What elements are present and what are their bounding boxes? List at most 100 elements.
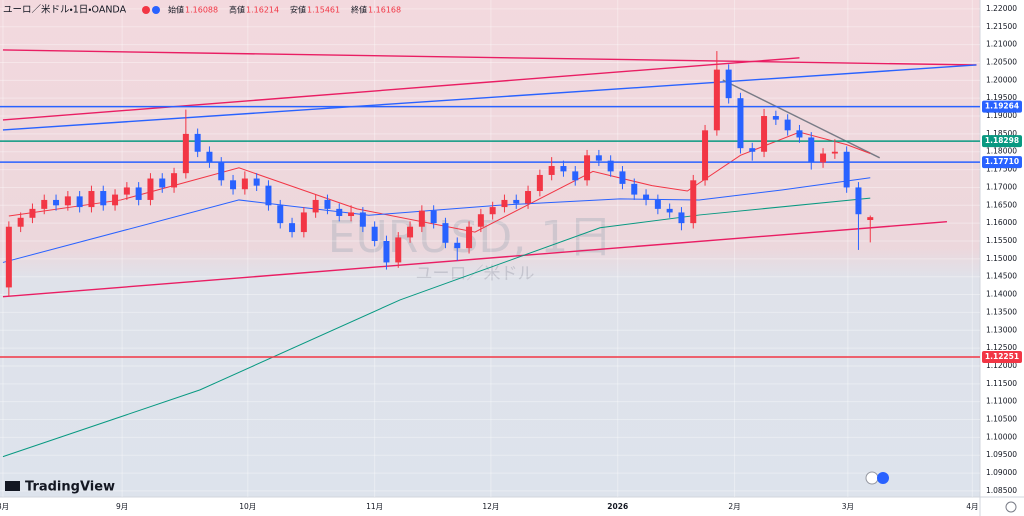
settings-icon[interactable] <box>1005 501 1017 513</box>
y-tick-label: 1.11500 <box>986 379 1017 388</box>
header: ユーロ／米ドル・1日・OANDA 始値 1.16088 高値 1.16214 安値 1.1… <box>3 4 401 16</box>
candle-body <box>159 178 166 188</box>
candle-body <box>595 155 602 161</box>
candle-body <box>843 151 850 188</box>
candle-body <box>442 223 449 243</box>
level-label: 1.19264 <box>985 102 1019 111</box>
y-tick-label: 1.20500 <box>986 57 1017 66</box>
y-tick-label: 1.16000 <box>986 218 1017 227</box>
candle-body <box>407 226 414 238</box>
candle-body <box>678 212 685 224</box>
plot-layer <box>0 49 980 458</box>
y-tick-label: 1.21500 <box>986 22 1017 31</box>
candle-body <box>584 155 591 181</box>
candle-body <box>430 210 437 224</box>
level-label: 1.12251 <box>985 352 1019 361</box>
level-label: 1.17710 <box>985 157 1019 166</box>
candle-body <box>100 191 107 206</box>
y-tick-label: 1.17000 <box>986 182 1017 191</box>
y-tick-label: 1.09000 <box>986 468 1017 477</box>
moving-average <box>2 177 871 263</box>
level-badge <box>982 135 1022 148</box>
candle-body <box>654 199 661 209</box>
ohlc-label: 始値 <box>168 5 184 15</box>
candle-body <box>548 166 555 175</box>
x-tick-label: 2月 <box>728 502 740 511</box>
event-icon[interactable] <box>865 471 879 485</box>
candle-body <box>312 199 319 213</box>
candle-body <box>123 187 130 195</box>
y-tick-label: 1.19000 <box>986 111 1017 120</box>
candle-body <box>5 226 12 288</box>
candle-body <box>336 208 343 217</box>
level-label: 1.18298 <box>985 136 1019 145</box>
watermark-sub: ユーロ／米ドル <box>416 264 535 284</box>
candle-body <box>29 208 36 218</box>
candle-body <box>359 212 366 227</box>
ohlc-label: 安値 <box>290 5 306 15</box>
y-tick-label: 1.15500 <box>986 236 1017 245</box>
candle-body <box>749 148 756 152</box>
candle-body <box>713 69 720 131</box>
x-tick-label: 9月 <box>116 502 128 511</box>
candle-body <box>631 183 638 195</box>
candle-body <box>300 212 307 233</box>
candle-body <box>324 199 331 209</box>
candle-body <box>395 237 402 263</box>
candle-body <box>277 205 284 224</box>
candle-body <box>76 196 83 208</box>
candle-body <box>289 223 296 233</box>
candle-body <box>218 162 225 181</box>
candle-body <box>265 185 272 206</box>
candle-body <box>536 174 543 192</box>
candle-body <box>135 187 142 200</box>
y-tick-label: 1.19500 <box>986 93 1017 102</box>
price-axis <box>980 0 1024 516</box>
candle-body <box>171 173 178 188</box>
candle-body <box>761 116 768 152</box>
candle-body <box>206 151 213 163</box>
candle-body <box>619 171 626 184</box>
candle-body <box>607 160 614 172</box>
y-tick-label: 1.13000 <box>986 325 1017 334</box>
status-dot <box>142 6 150 14</box>
ohlc-value: 1.15461 <box>307 6 340 15</box>
event-icon[interactable] <box>877 472 889 484</box>
y-tick-label: 1.12500 <box>986 343 1017 352</box>
candle-body <box>88 191 95 208</box>
y-tick-label: 1.18000 <box>986 147 1017 156</box>
level-badge <box>982 156 1022 169</box>
ohlc-value: 1.16088 <box>185 6 218 15</box>
candle-body <box>64 196 71 206</box>
y-tick-label: 1.14500 <box>986 272 1017 281</box>
y-tick-label: 1.18500 <box>986 129 1017 138</box>
candle-body <box>737 98 744 149</box>
trendline <box>2 49 977 66</box>
candle-body <box>41 199 48 209</box>
trendline <box>2 64 977 131</box>
y-tick-label: 1.15000 <box>986 254 1017 263</box>
x-tick-label: 12月 <box>482 502 499 511</box>
y-tick-label: 1.20000 <box>986 75 1017 84</box>
candle-body <box>53 199 60 206</box>
candle-body <box>454 242 461 249</box>
ohlc-value: 1.16214 <box>246 6 279 15</box>
candle-body <box>466 226 473 249</box>
x-tick-label: 4月 <box>966 502 978 511</box>
candle-body <box>418 210 425 227</box>
candle-body <box>820 153 827 163</box>
y-tick-label: 1.22000 <box>986 4 1017 13</box>
candle-body <box>253 178 260 186</box>
candle-body <box>643 194 650 200</box>
level-badge <box>982 100 1022 113</box>
y-tick-label: 1.13500 <box>986 307 1017 316</box>
ohlc-label: 高値 <box>229 5 245 15</box>
candle-body <box>371 226 378 242</box>
x-tick-label: 11月 <box>366 502 383 511</box>
time-axis <box>0 497 1024 516</box>
candle-body <box>489 207 496 215</box>
candle-body <box>855 187 862 215</box>
trendline <box>2 57 800 121</box>
